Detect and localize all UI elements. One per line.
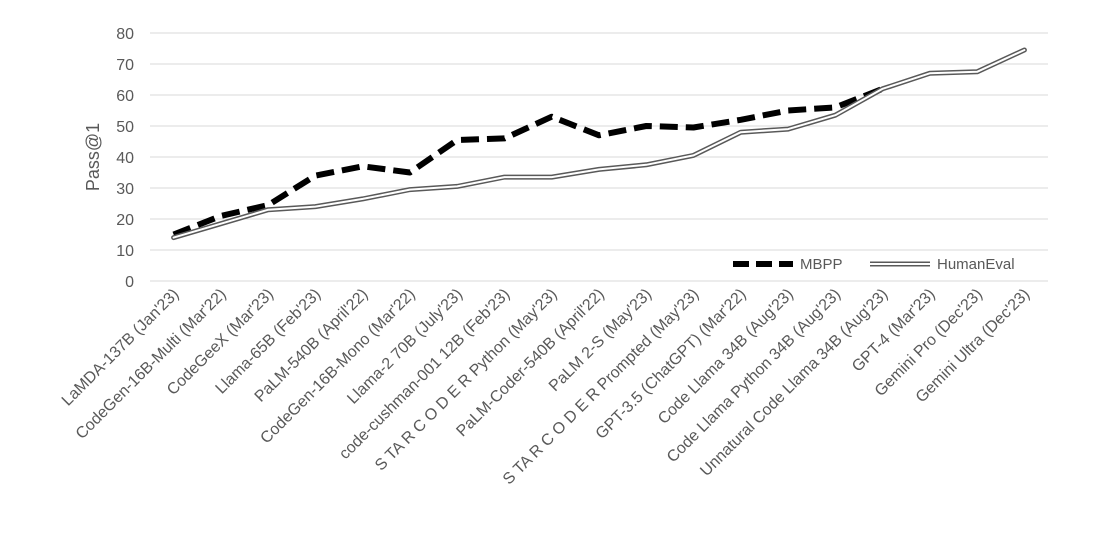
- legend-item-mbpp: MBPP: [733, 256, 843, 273]
- x-tick-label: GPT-4 (Mar'23): [849, 286, 939, 376]
- y-tick-label: 50: [116, 119, 134, 136]
- series-humaneval-line: [171, 47, 1027, 241]
- data-point-mbpp: [361, 164, 365, 168]
- x-tick-label: Code Llama Python 34B (Aug'23): [664, 286, 844, 466]
- series-mbpp-line: [172, 86, 884, 238]
- data-point-mbpp: [833, 105, 837, 109]
- legend-label-mbpp: MBPP: [800, 256, 843, 273]
- series-humaneval-outer-stroke: [171, 47, 1027, 241]
- legend-label-humaneval: HumanEval: [937, 256, 1015, 273]
- data-point-mbpp: [455, 138, 459, 142]
- y-tick-label: 60: [116, 88, 134, 105]
- x-tick-label: code-cushman-001 12B (Feb'23): [336, 286, 513, 463]
- series-mbpp-stroke: [172, 86, 884, 238]
- y-tick-label: 10: [116, 243, 134, 260]
- legend-item-humaneval: HumanEval: [870, 256, 1015, 273]
- x-axis-ticks: LaMDA-137B (Jan'23)CodeGen-16B-Multi (Ma…: [59, 286, 1033, 488]
- data-point-mbpp: [266, 203, 270, 207]
- gridlines: [150, 32, 1048, 282]
- y-tick-label: 80: [116, 26, 134, 43]
- y-tick-label: 70: [116, 57, 134, 74]
- series-layer: [171, 47, 1027, 241]
- legend: MBPP HumanEval: [733, 256, 1015, 273]
- y-tick-label: 20: [116, 212, 134, 229]
- y-tick-label: 40: [116, 150, 134, 167]
- y-tick-label: 30: [116, 181, 134, 198]
- series-humaneval-inner-stroke: [172, 49, 1026, 239]
- y-axis-title: Pass@1: [83, 123, 103, 191]
- y-axis-ticks: 0 10 20 30 40 50 60 70 80: [116, 26, 134, 291]
- y-tick-label: 0: [125, 274, 134, 291]
